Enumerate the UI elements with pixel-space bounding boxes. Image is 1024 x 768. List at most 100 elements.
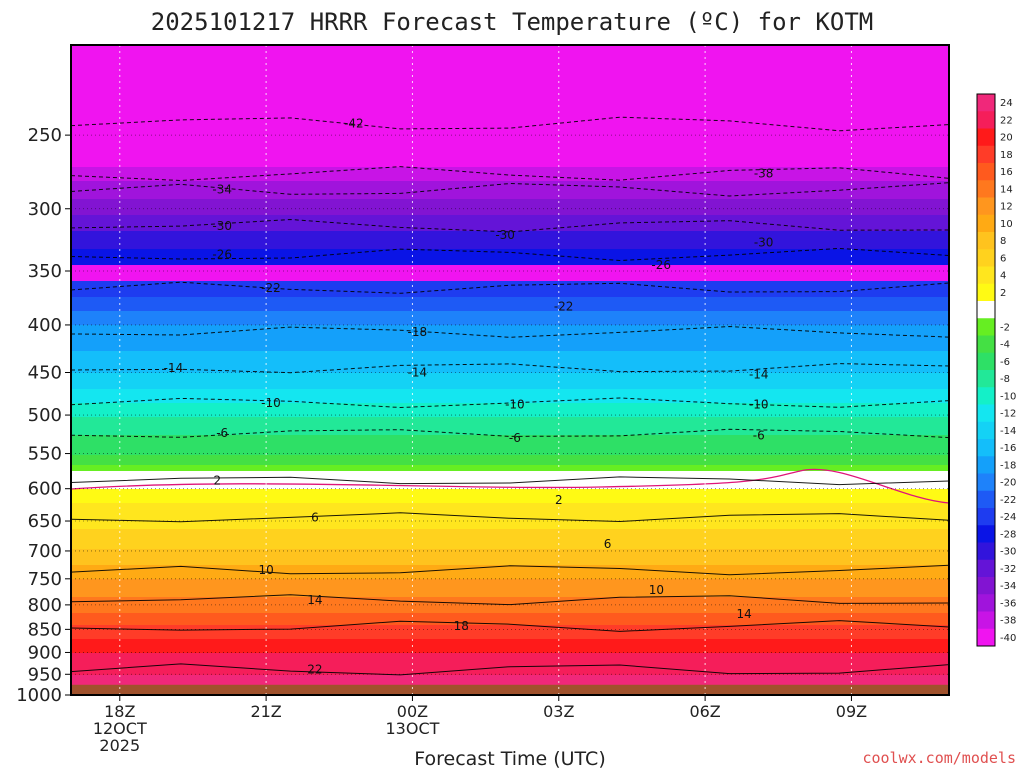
contour-label: -34 [212, 182, 232, 196]
temperature-band [71, 467, 949, 470]
temperature-band [71, 423, 949, 426]
x-tick-label: 12OCT [93, 719, 147, 738]
temperature-band [71, 339, 949, 342]
contour-label: -6 [216, 426, 228, 440]
temperature-band [71, 75, 949, 78]
temperature-band [71, 235, 949, 238]
y-tick-label: 450 [28, 363, 62, 384]
temperature-band [71, 291, 949, 294]
colorbar-swatch [977, 128, 995, 147]
temperature-band [71, 651, 949, 654]
temperature-band [71, 453, 949, 456]
temperature-band [71, 123, 949, 126]
colorbar-label: 4 [1000, 271, 1006, 282]
temperature-band [71, 81, 949, 84]
colorbar-label: -32 [1000, 564, 1016, 575]
temperature-band [71, 615, 949, 618]
temperature-band [71, 625, 949, 628]
contour-line [70, 512, 950, 523]
y-tick-label: 1000 [16, 685, 62, 706]
temperature-band [71, 539, 949, 542]
temperature-band [71, 679, 949, 682]
temperature-band [71, 299, 949, 302]
temperature-band [71, 345, 949, 348]
temperature-band [71, 437, 949, 440]
contour-label: -26 [212, 248, 232, 262]
colorbar-swatch [977, 163, 995, 181]
temperature-band [71, 533, 949, 536]
temperature-band [71, 629, 949, 632]
temperature-band [71, 379, 949, 382]
temperature-band [71, 247, 949, 250]
temperature-band [71, 209, 949, 212]
temperature-band [71, 117, 949, 120]
temperature-band [71, 109, 949, 112]
colorbar-swatch [977, 473, 995, 492]
temperature-band [71, 659, 949, 662]
temperature-band [71, 155, 949, 158]
contour-line [70, 620, 950, 632]
colorbar-swatch [977, 335, 995, 354]
temperature-band [71, 671, 949, 674]
temperature-band [71, 95, 949, 98]
temperature-band [71, 567, 949, 570]
temperature-band [71, 491, 949, 494]
temperature-band [71, 249, 949, 252]
temperature-band [71, 297, 949, 300]
colorbar-label: 12 [1000, 202, 1013, 213]
colorbar-swatch [977, 232, 995, 250]
colorbar-swatch [977, 266, 995, 285]
temperature-band [71, 401, 949, 404]
temperature-band [71, 569, 949, 572]
credit-link[interactable]: coolwx.com/models [862, 749, 1016, 767]
temperature-band [71, 287, 949, 290]
temperature-band [71, 163, 949, 166]
temperature-band [71, 151, 949, 154]
temperature-band [71, 675, 949, 678]
temperature-band [71, 631, 949, 634]
temperature-band [71, 389, 949, 392]
temperature-band [71, 627, 949, 630]
temperature-band [71, 497, 949, 500]
contour-label: -22 [554, 299, 574, 313]
colorbar-label: 16 [1000, 167, 1013, 178]
temperature-band [71, 535, 949, 538]
colorbar-swatch [977, 404, 995, 423]
temperature-band [71, 613, 949, 616]
colorbar-swatch [977, 352, 995, 371]
temperature-band [71, 131, 949, 134]
temperature-band [71, 327, 949, 330]
colorbar-label: -28 [1000, 529, 1016, 540]
temperature-band [71, 99, 949, 102]
temperature-band [71, 281, 949, 284]
colorbar-label: -16 [1000, 443, 1016, 454]
temperature-band [71, 649, 949, 652]
temperature-band [71, 447, 949, 450]
temperature-band [71, 207, 949, 210]
temperature-band [71, 133, 949, 136]
temperature-band [71, 275, 949, 278]
grid [70, 45, 950, 696]
temperature-band [71, 63, 949, 66]
contour-label: 10 [649, 583, 664, 597]
temperature-band [71, 673, 949, 676]
contour-label: -38 [754, 167, 774, 181]
temperature-band [71, 515, 949, 518]
temperature-band [71, 173, 949, 176]
temperature-band [71, 473, 949, 476]
colorbar-swatch [977, 197, 995, 216]
temperature-band [71, 71, 949, 74]
contour-label: -14 [749, 367, 769, 381]
temperature-band [71, 303, 949, 306]
temperature-band [71, 125, 949, 128]
temperature-band [71, 595, 949, 598]
temperature-band [71, 459, 949, 462]
contour-label: 6 [311, 510, 319, 524]
temperature-band [71, 323, 949, 326]
temperature-band [71, 559, 949, 562]
temperature-band [71, 165, 949, 168]
temperature-band [71, 633, 949, 636]
contour-label: -26 [651, 258, 671, 272]
x-tick-label: 21Z [250, 702, 281, 721]
temperature-band [71, 97, 949, 100]
